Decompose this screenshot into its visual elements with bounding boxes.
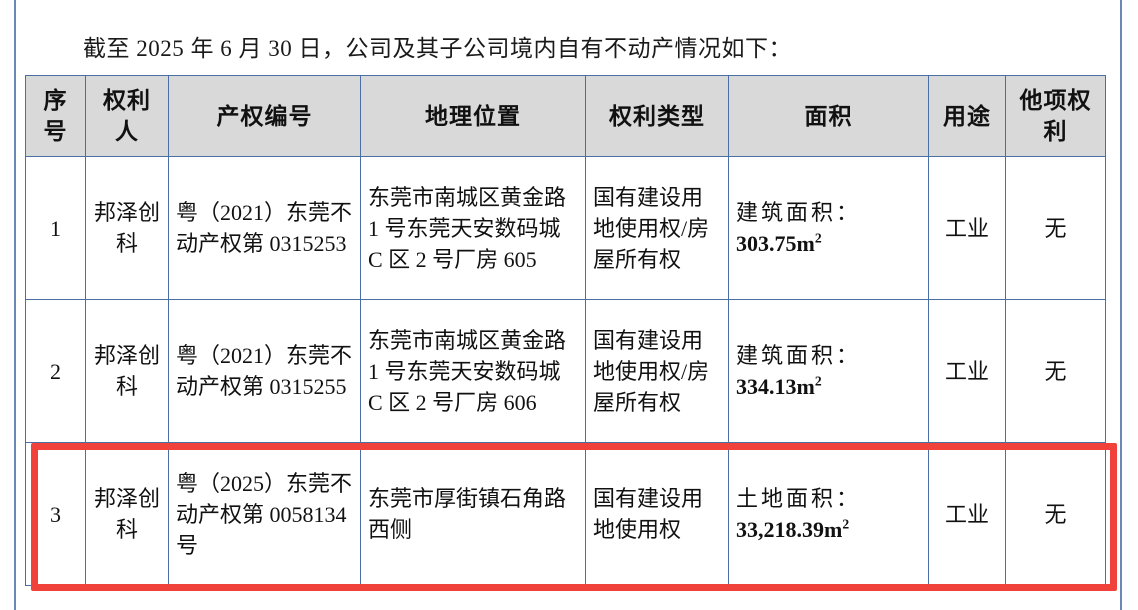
area-unit-exponent: 2 xyxy=(842,516,850,532)
cell-owner: 邦泽创科 xyxy=(85,156,169,300)
column-header-owner: 权利人 xyxy=(85,75,169,157)
cell-other-rights: 无 xyxy=(1005,442,1106,586)
cell-right-type: 国有建设用地使用权 xyxy=(585,442,729,586)
area-value: 334.13m2 xyxy=(736,373,822,399)
cell-owner: 邦泽创科 xyxy=(85,299,169,443)
column-header-cert-no: 产权编号 xyxy=(168,75,361,157)
cell-other-rights: 无 xyxy=(1005,156,1106,300)
column-header-usage: 用途 xyxy=(928,75,1006,157)
cell-location: 东莞市厚街镇石角路西侧 xyxy=(360,442,586,586)
cell-other-rights: 无 xyxy=(1005,299,1106,443)
intro-paragraph: 截至 2025 年 6 月 30 日，公司及其子公司境内自有不动产情况如下： xyxy=(83,36,792,61)
cell-area: 土地面积： 33,218.39m2 xyxy=(728,442,929,586)
table-header-row: 序号 权利人 产权编号 地理位置 权利类型 面积 用途 他项权利 xyxy=(25,75,1106,157)
cell-location: 东莞市南城区黄金路 1 号东莞天安数码城 C 区 2 号厂房 606 xyxy=(360,299,586,443)
cell-usage: 工业 xyxy=(928,442,1006,586)
cell-right-type: 国有建设用地使用权/房屋所有权 xyxy=(585,156,729,300)
area-value: 303.75m2 xyxy=(736,230,822,256)
cell-seq: 2 xyxy=(25,299,86,443)
real-estate-table: 序号 权利人 产权编号 地理位置 权利类型 面积 用途 他项权利 1 邦泽创科 … xyxy=(25,75,1106,586)
column-header-seq: 序号 xyxy=(25,75,86,157)
area-unit-exponent: 2 xyxy=(814,230,822,246)
cell-area: 建筑面积： 303.75m2 xyxy=(728,156,929,300)
cell-cert-no: 粤（2021）东莞不动产权第 0315253 xyxy=(168,156,361,300)
table-row: 3 邦泽创科 粤（2025）东莞不动产权第 0058134号 东莞市厚街镇石角路… xyxy=(25,442,1106,586)
column-header-other-rights: 他项权利 xyxy=(1005,75,1106,157)
table-row: 2 邦泽创科 粤（2021）东莞不动产权第 0315255 东莞市南城区黄金路 … xyxy=(25,299,1106,443)
cell-seq: 1 xyxy=(25,156,86,300)
right-margin-rule xyxy=(1120,0,1122,610)
cell-area: 建筑面积： 334.13m2 xyxy=(728,299,929,443)
cell-usage: 工业 xyxy=(928,156,1006,300)
cell-cert-no: 粤（2025）东莞不动产权第 0058134号 xyxy=(168,442,361,586)
area-label: 土地面积： xyxy=(736,486,862,511)
cell-owner: 邦泽创科 xyxy=(85,442,169,586)
area-label: 建筑面积： xyxy=(736,343,862,368)
cell-location: 东莞市南城区黄金路 1 号东莞天安数码城 C 区 2 号厂房 605 xyxy=(360,156,586,300)
document-page: 截至 2025 年 6 月 30 日，公司及其子公司境内自有不动产情况如下： 序… xyxy=(25,0,1117,610)
cell-seq: 3 xyxy=(25,442,86,586)
table-row: 1 邦泽创科 粤（2021）东莞不动产权第 0315253 东莞市南城区黄金路 … xyxy=(25,156,1106,300)
area-unit-exponent: 2 xyxy=(814,373,822,389)
column-header-area: 面积 xyxy=(728,75,929,157)
area-value: 33,218.39m2 xyxy=(736,516,850,542)
column-header-right-type: 权利类型 xyxy=(585,75,729,157)
left-margin-rule xyxy=(14,0,16,610)
cell-right-type: 国有建设用地使用权/房屋所有权 xyxy=(585,299,729,443)
cell-cert-no: 粤（2021）东莞不动产权第 0315255 xyxy=(168,299,361,443)
cell-usage: 工业 xyxy=(928,299,1006,443)
column-header-location: 地理位置 xyxy=(360,75,586,157)
area-label: 建筑面积： xyxy=(736,200,862,225)
